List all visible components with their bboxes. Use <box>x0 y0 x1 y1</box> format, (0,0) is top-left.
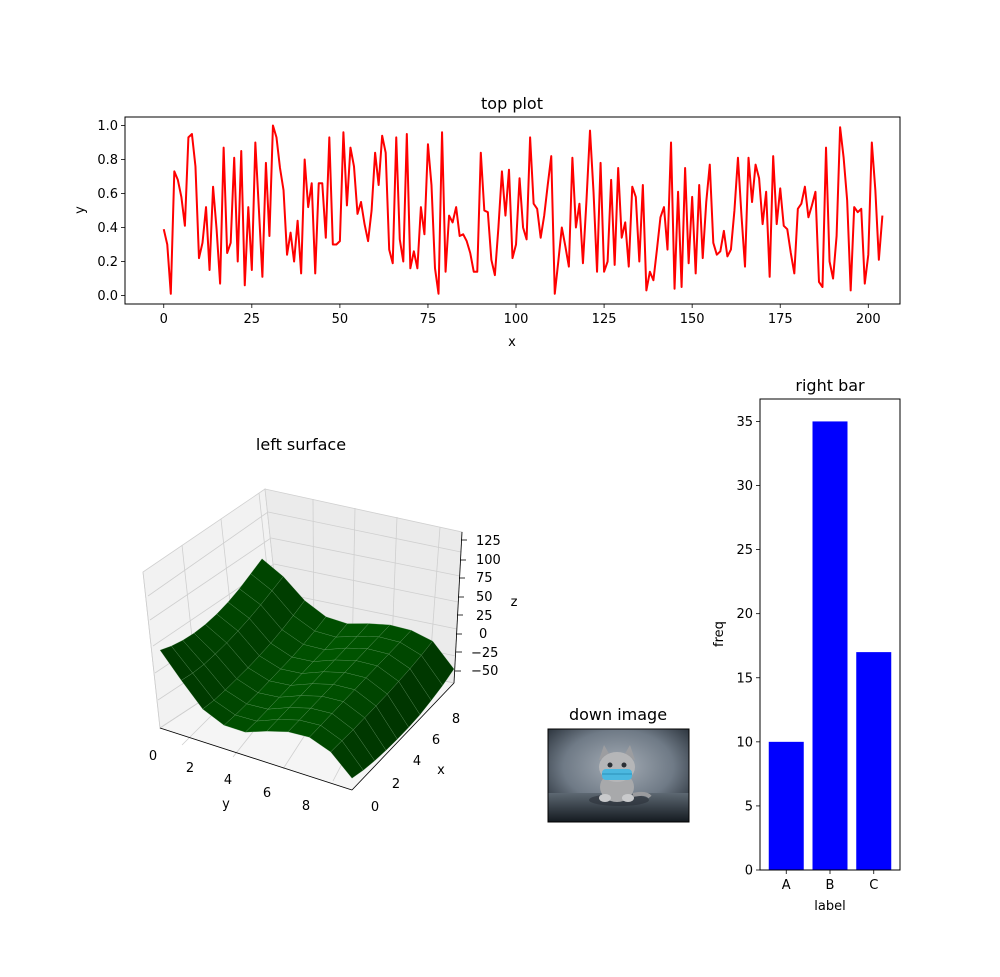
top-ytick-label: 0.4 <box>97 221 118 236</box>
surface-xtick-4: 4 <box>413 754 421 769</box>
surface-xtick-6: 6 <box>432 733 440 748</box>
image-title: down image <box>569 705 667 724</box>
surface-xtick-0: 0 <box>371 800 379 815</box>
top-line-plot: top plot 0 25 50 75 100 125 150 175 200 0.0 0.2 0.4… <box>73 94 901 350</box>
surface-mesh <box>159 558 455 779</box>
surface-x-axis-line <box>351 682 455 791</box>
top-ytick-label: 1.0 <box>97 119 118 134</box>
top-ytick-label: 0.0 <box>97 289 118 304</box>
surface-xtick-2: 2 <box>392 777 400 792</box>
bar-ytick-label: 25 <box>736 543 753 558</box>
top-plot-title: top plot <box>481 94 543 113</box>
top-ytick-label: 0.8 <box>97 153 118 168</box>
top-plot-series-line <box>162 124 884 295</box>
surface-zlabel: z <box>511 595 518 610</box>
bar-plot-bars <box>768 421 892 870</box>
top-plot-frame <box>124 116 901 305</box>
surface-z-tick-marks <box>455 539 467 672</box>
surface-ztick-25: 25 <box>476 609 493 624</box>
bar-plot-ticks: A B C 0 5 10 15 20 25 30 35 <box>736 415 878 893</box>
surface-ztick-50: 50 <box>476 590 493 605</box>
surface-ztick-m50: −50 <box>471 664 498 679</box>
bar-ytick-label: 5 <box>745 799 753 814</box>
surface-ztick-0: 0 <box>479 627 487 642</box>
bar-a <box>768 741 804 870</box>
surface-x-ticks: 0 2 4 6 8 <box>371 712 460 815</box>
surface-ztick-m25: −25 <box>471 646 498 661</box>
top-plot-ticks: 0 25 50 75 100 125 150 175 200 0.0 0.2 0.4 0.6 0.8 1.0 <box>97 119 880 327</box>
surface-ztick-125: 125 <box>476 534 501 549</box>
surface-y-axis-line <box>159 727 353 791</box>
bar-ytick-label: 10 <box>736 735 753 750</box>
bar-category-label: B <box>826 878 835 893</box>
surface-patch <box>330 740 364 779</box>
bar-ytick-label: 30 <box>736 479 753 494</box>
bar-b <box>812 421 848 870</box>
surface-ylabel: y <box>222 797 230 812</box>
surface-ytick-6: 6 <box>263 786 271 801</box>
top-ytick-label: 0.2 <box>97 255 118 270</box>
surface-xlabel: x <box>437 763 445 778</box>
top-plot-xlabel: x <box>508 335 516 350</box>
top-xtick-label: 150 <box>680 312 705 327</box>
left-surface-plot: left surface <box>142 435 518 815</box>
kitten-picture <box>589 745 652 806</box>
top-xtick-label: 75 <box>420 312 437 327</box>
bar-plot-frame <box>759 398 901 871</box>
top-xtick-label: 100 <box>504 312 529 327</box>
bar-ytick-label: 20 <box>736 607 753 622</box>
top-xtick-label: 0 <box>160 312 168 327</box>
right-bar-plot: right bar A B C 0 5 10 15 20 25 30 35 label freq <box>712 376 901 914</box>
surface-z-axis-line <box>453 531 463 684</box>
bar-ytick-label: 15 <box>736 671 753 686</box>
top-xtick-label: 50 <box>332 312 349 327</box>
surface-ztick-100: 100 <box>476 553 501 568</box>
bar-c <box>856 652 892 870</box>
bar-ytick-label: 0 <box>745 864 753 879</box>
surface-title: left surface <box>256 435 346 454</box>
bar-ylabel: freq <box>712 621 727 647</box>
bar-ytick-label: 35 <box>736 415 753 430</box>
top-xtick-label: 175 <box>768 312 793 327</box>
surface-ytick-4: 4 <box>224 773 232 788</box>
top-xtick-label: 25 <box>244 312 261 327</box>
surface-xtick-8: 8 <box>452 712 460 727</box>
surface-ytick-0: 0 <box>149 749 157 764</box>
top-xtick-label: 125 <box>592 312 617 327</box>
surface-ztick-75: 75 <box>476 571 493 586</box>
bar-category-label: A <box>782 878 791 893</box>
down-image-panel: down image <box>547 705 690 823</box>
top-ytick-label: 0.6 <box>97 187 118 202</box>
top-plot-ylabel: y <box>73 206 88 214</box>
surface-y-ticks: 0 2 4 6 8 <box>149 749 310 814</box>
top-xtick-label: 200 <box>856 312 881 327</box>
surface-ytick-8: 8 <box>302 799 310 814</box>
surface-z-ticks: −50 −25 0 25 50 75 100 125 <box>471 534 501 679</box>
bar-title: right bar <box>795 376 865 395</box>
image-frame <box>547 728 690 823</box>
surface-ytick-2: 2 <box>186 761 194 776</box>
bar-xlabel: label <box>814 899 845 914</box>
bar-category-label: C <box>869 878 878 893</box>
